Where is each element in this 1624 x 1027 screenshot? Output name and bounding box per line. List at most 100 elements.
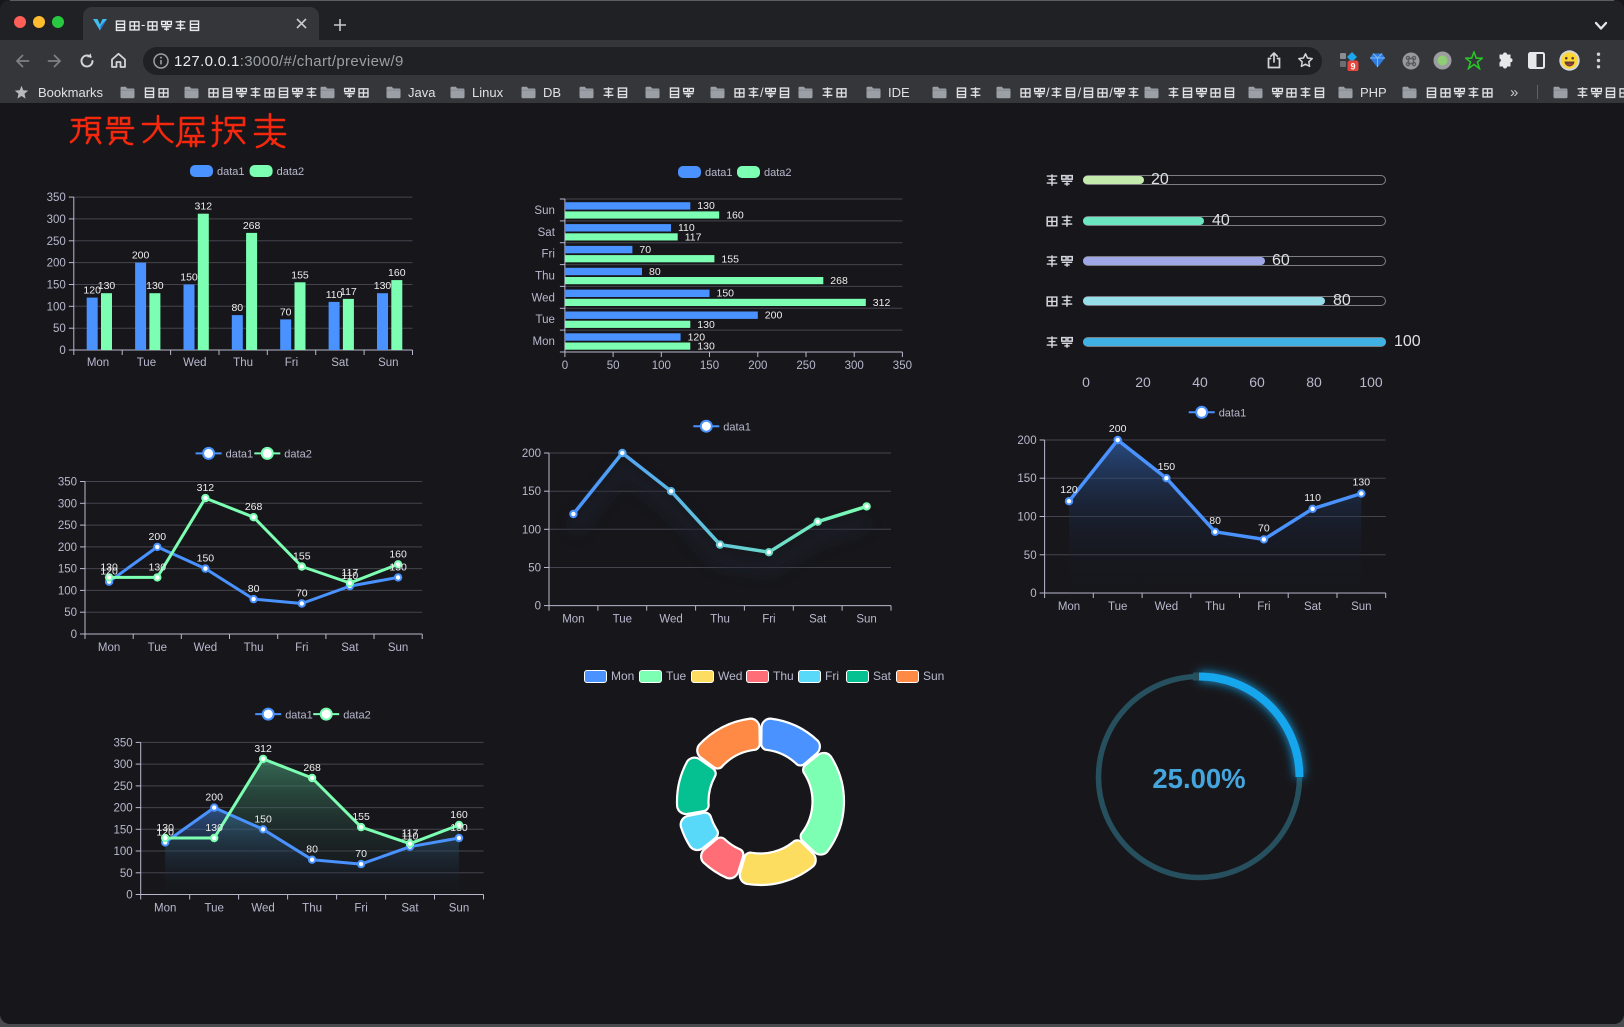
svg-text:250: 250 [58, 520, 77, 532]
svg-text:200: 200 [522, 448, 541, 460]
svg-text:0: 0 [59, 345, 65, 357]
svg-text:160: 160 [450, 809, 468, 821]
svg-text:100: 100 [58, 585, 77, 597]
svg-text:Tue: Tue [137, 357, 156, 369]
svg-text:80: 80 [1209, 515, 1221, 527]
svg-text:117: 117 [342, 567, 359, 579]
svg-text:160: 160 [389, 548, 407, 560]
svg-text:120: 120 [156, 826, 174, 838]
svg-text:150: 150 [1158, 461, 1176, 473]
svg-text:Fri: Fri [295, 642, 308, 654]
svg-text:150: 150 [197, 553, 215, 565]
svg-text:110: 110 [402, 831, 419, 843]
svg-text:Sun: Sun [1351, 601, 1371, 613]
svg-text:Wed: Wed [1155, 601, 1178, 613]
svg-text:0: 0 [71, 629, 77, 641]
svg-text:130: 130 [697, 319, 715, 331]
svg-text:70: 70 [280, 306, 292, 318]
svg-text:Wed: Wed [251, 903, 274, 915]
svg-text:350: 350 [58, 477, 77, 489]
svg-text:data1: data1 [285, 709, 313, 721]
svg-text:70: 70 [1258, 522, 1270, 534]
svg-text:150: 150 [180, 272, 198, 284]
svg-text:Thu: Thu [710, 614, 730, 626]
svg-text:Sun: Sun [856, 614, 876, 626]
svg-text:312: 312 [197, 482, 215, 494]
svg-text:300: 300 [114, 759, 133, 771]
svg-text:130: 130 [697, 341, 715, 353]
svg-text:150: 150 [522, 486, 541, 498]
svg-text:Sat: Sat [809, 614, 827, 626]
svg-text:120: 120 [100, 566, 118, 578]
svg-text:80: 80 [248, 583, 260, 595]
svg-text:130: 130 [450, 822, 468, 834]
svg-text:200: 200 [132, 250, 150, 262]
svg-text:155: 155 [293, 551, 311, 563]
svg-text:200: 200 [114, 803, 133, 815]
svg-text:150: 150 [58, 564, 77, 576]
svg-text:312: 312 [254, 743, 272, 755]
svg-text:130: 130 [697, 200, 715, 212]
svg-text:268: 268 [830, 275, 848, 287]
svg-text:200: 200 [58, 542, 77, 554]
svg-text:350: 350 [114, 737, 133, 749]
svg-text:117: 117 [402, 828, 419, 840]
svg-text:Sun: Sun [534, 205, 554, 217]
svg-text:70: 70 [296, 588, 308, 600]
svg-text:Thu: Thu [535, 271, 555, 283]
svg-text:Mon: Mon [98, 642, 120, 654]
svg-text:350: 350 [893, 360, 912, 372]
svg-text:300: 300 [58, 498, 77, 510]
svg-text:Fri: Fri [285, 357, 298, 369]
svg-text:50: 50 [1024, 550, 1037, 562]
svg-text:25.00%: 25.00% [1152, 763, 1245, 794]
svg-text:100: 100 [1017, 512, 1036, 524]
svg-text:Mon: Mon [87, 357, 109, 369]
svg-text:110: 110 [326, 289, 343, 301]
svg-text:268: 268 [243, 220, 261, 232]
svg-text:130: 130 [389, 561, 407, 573]
svg-text:Sat: Sat [331, 357, 349, 369]
svg-text:data1: data1 [226, 449, 254, 461]
svg-text:Fri: Fri [1257, 601, 1270, 613]
svg-text:150: 150 [114, 824, 133, 836]
svg-text:110: 110 [342, 570, 359, 582]
svg-text:200: 200 [205, 792, 223, 804]
svg-text:150: 150 [700, 360, 719, 372]
svg-text:80: 80 [649, 266, 661, 278]
svg-text:155: 155 [291, 269, 309, 281]
svg-text:160: 160 [388, 267, 406, 279]
svg-text:130: 130 [374, 280, 392, 292]
svg-text:70: 70 [639, 244, 651, 256]
svg-text:Mon: Mon [154, 903, 176, 915]
svg-text:50: 50 [607, 360, 620, 372]
svg-text:data2: data2 [764, 167, 792, 179]
svg-text:120: 120 [83, 285, 101, 297]
svg-text:Fri: Fri [541, 249, 554, 261]
svg-text:130: 130 [100, 561, 118, 573]
svg-text:250: 250 [47, 236, 66, 248]
svg-text:100: 100 [114, 846, 133, 858]
svg-text:130: 130 [205, 822, 223, 834]
svg-text:50: 50 [53, 323, 66, 335]
svg-text:Thu: Thu [302, 903, 322, 915]
svg-text:150: 150 [47, 280, 66, 292]
svg-text:250: 250 [114, 781, 133, 793]
svg-text:70: 70 [355, 848, 367, 860]
svg-text:200: 200 [1017, 435, 1036, 447]
svg-text:Wed: Wed [194, 642, 217, 654]
svg-text:data1: data1 [1219, 408, 1247, 420]
svg-text:Tue: Tue [148, 642, 167, 654]
svg-text:110: 110 [678, 222, 695, 234]
svg-text:0: 0 [562, 360, 568, 372]
svg-text:Sat: Sat [1304, 601, 1322, 613]
svg-text:150: 150 [1017, 473, 1036, 485]
svg-text:155: 155 [352, 811, 370, 823]
svg-text:100: 100 [652, 360, 671, 372]
svg-text:Thu: Thu [233, 357, 253, 369]
svg-text:Tue: Tue [536, 314, 555, 326]
svg-text:Sat: Sat [538, 227, 556, 239]
svg-text:Wed: Wed [183, 357, 206, 369]
svg-text:250: 250 [796, 360, 815, 372]
svg-text:268: 268 [245, 501, 263, 513]
